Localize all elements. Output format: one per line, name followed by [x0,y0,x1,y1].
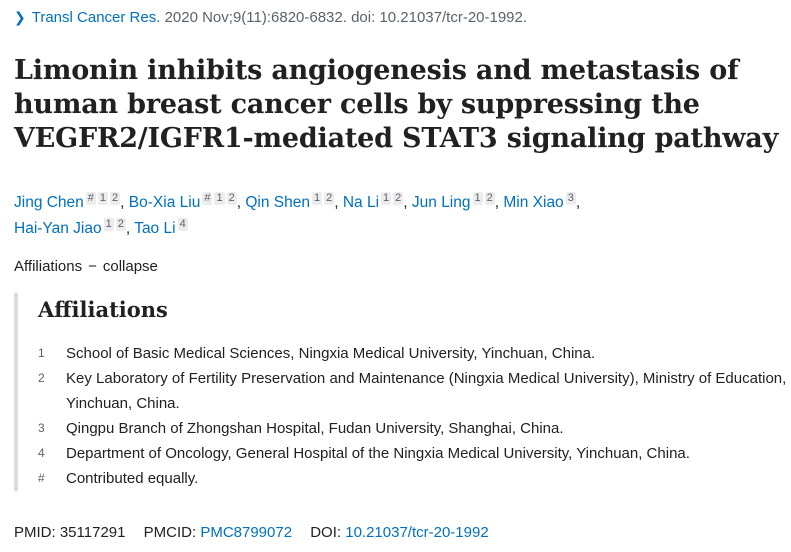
author-separator: , [120,194,125,211]
author: Hai-Yan Jiao 1 2, [14,218,131,237]
author-separator: , [125,220,131,237]
author-separator: , [334,194,339,211]
affiliation-marker[interactable]: 2 [324,192,335,205]
affiliation-number: 1 [38,346,45,360]
affiliations-toggle-label: Affiliations [14,258,83,275]
affiliation-marker[interactable]: 1 [472,192,483,205]
pmcid-link[interactable]: PMC8799072 [200,524,293,541]
affiliation-text: School of Basic Medical Sciences, Ningxi… [66,345,596,362]
affiliation-item: 4 Department of Oncology, General Hospita… [38,441,791,466]
affiliation-marker[interactable]: 2 [484,192,495,205]
affiliations-list: 1 School of Basic Medical Sciences, Ningx… [38,341,791,491]
author-separator: , [494,194,500,211]
citation-line: ❯ Transl Cancer Res. 2020 Nov;9(11):6820-… [14,9,527,26]
affiliation-marker[interactable]: 2 [226,192,237,205]
citation-details: 2020 Nov;9(11):6820-6832. doi: 10.21037/… [164,9,528,26]
affiliations-panel: Affiliations 1 School of Basic Medical Sc… [14,293,791,491]
author: Jun Ling 1 2, [411,192,500,211]
journal-link[interactable]: Transl Cancer Res. [31,9,161,26]
minus-icon: − [88,258,97,275]
affiliation-marker[interactable]: # [85,192,96,205]
pmid-label: PMID: [14,524,56,541]
affiliation-text: Contributed equally. [66,470,199,487]
pmcid-label: PMCID: [143,524,197,541]
title-line: VEGFR2/IGFR1-mediated STAT3 signaling pa… [14,123,779,154]
affiliation-item: # Contributed equally. [38,466,791,491]
article-title: Limonin inhibits angiogenesis and metast… [14,54,784,156]
author-separator: , [575,194,581,211]
author-name-link[interactable]: Bo-Xia Liu [128,194,201,211]
affiliation-item: 3 Qingpu Branch of Zhongshan Hospital, Fu… [38,416,791,441]
author-separator: , [403,194,408,211]
affiliation-number: 2 [38,371,45,385]
affiliation-marker[interactable]: 1 [103,218,114,231]
affiliation-text: Key Laboratory of Fertility Preservation… [66,370,787,412]
affiliation-item: 2 Key Laboratory of Fertility Preservatio… [38,366,791,416]
affiliation-text: Department of Oncology, General Hospital… [66,445,690,462]
author: Tao Li 4 [134,218,188,237]
affiliation-marker[interactable]: 2 [115,218,126,231]
affiliation-text: Qingpu Branch of Zhongshan Hospital, Fud… [66,420,564,437]
affiliation-marker[interactable]: 1 [97,192,109,205]
author-name-link[interactable]: Hai-Yan Jiao [14,220,102,237]
collapse-link[interactable]: collapse [102,258,158,275]
author: Jing Chen #1 2, [14,192,125,211]
affiliation-number: # [38,471,45,485]
author-name-link[interactable]: Min Xiao [503,194,564,211]
affiliations-toggle[interactable]: Affiliations − collapse [14,258,158,275]
author-name-link[interactable]: Qin Shen [245,194,310,211]
author: Min Xiao 3, [503,192,581,211]
author: Qin Shen 1 2, [245,192,339,211]
affiliation-marker[interactable]: # [202,192,213,205]
chevron-right-icon[interactable]: ❯ [14,9,26,25]
author-name-link[interactable]: Jing Chen [14,194,84,211]
affiliation-marker[interactable]: 1 [214,192,225,205]
doi-label: DOI: [310,524,342,541]
affiliation-marker[interactable]: 1 [311,192,323,205]
author-name-link[interactable]: Na Li [342,194,380,211]
author-name-link[interactable]: Jun Ling [411,194,471,211]
affiliation-number: 4 [38,446,45,460]
affiliation-marker[interactable]: 2 [393,192,404,205]
title-line: Limonin inhibits angiogenesis and metast… [14,55,739,86]
author: Bo-Xia Liu #1 2, [128,192,241,211]
author-name-link[interactable]: Tao Li [134,220,176,237]
doi-link[interactable]: 10.21037/tcr-20-1992 [345,524,489,541]
author-list: Jing Chen #1 2, Bo-Xia Liu #1 2, Qin Shen 1 2,… [14,190,784,242]
affiliation-number: 3 [38,421,45,435]
affiliations-heading: Affiliations [38,297,168,322]
title-line: human breast cancer cells by suppressing… [14,89,700,120]
affiliation-marker[interactable]: 3 [565,192,576,205]
affiliation-marker[interactable]: 4 [177,218,188,231]
author-separator: , [236,194,241,211]
affiliation-marker[interactable]: 2 [110,192,121,205]
affiliation-marker[interactable]: 1 [381,192,392,205]
pmid-value: 35117291 [59,524,126,541]
identifiers-bar: PMID: 35117291 PMCID: PMC8799072 DOI: 10… [14,524,489,541]
affiliation-item: 1 School of Basic Medical Sciences, Ningx… [38,341,791,366]
author: Na Li 1 2, [342,192,408,211]
